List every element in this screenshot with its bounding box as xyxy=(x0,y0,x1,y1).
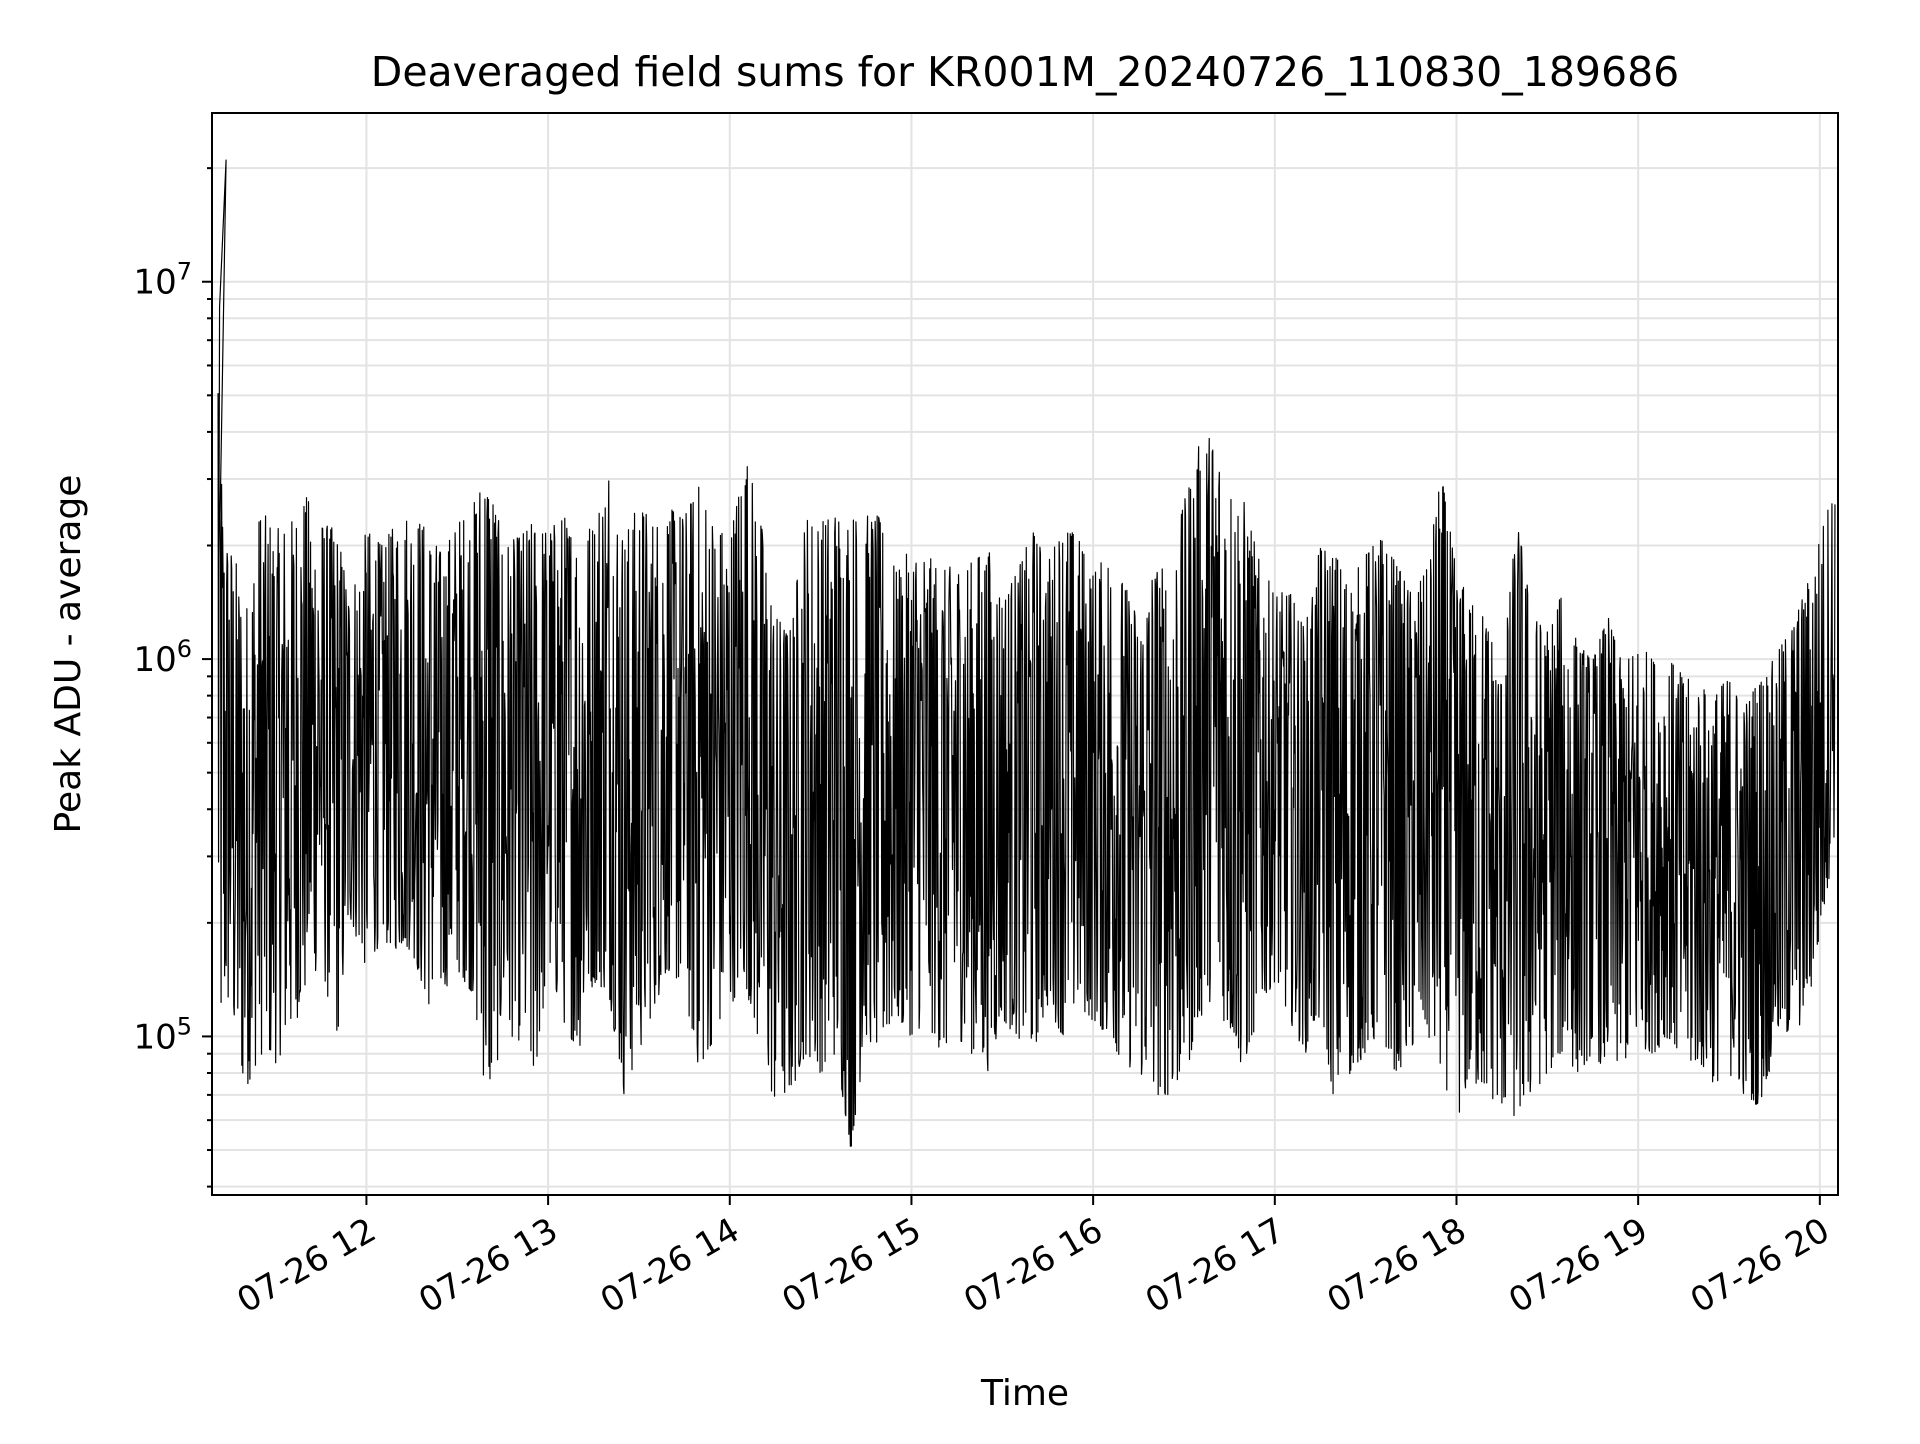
y-tick-label: 105 xyxy=(133,1012,192,1057)
data-layer xyxy=(217,159,1836,1147)
x-axis-label: Time xyxy=(980,1373,1069,1414)
plot-frame xyxy=(211,112,1839,1196)
y-axis-label: Peak ADU - average xyxy=(48,475,89,834)
series-line xyxy=(217,159,1836,1147)
y-tick-label: 106 xyxy=(133,635,192,680)
y-tick-label: 107 xyxy=(133,258,192,303)
chart-title: Deaveraged field sums for KR001M_2024072… xyxy=(371,48,1680,96)
